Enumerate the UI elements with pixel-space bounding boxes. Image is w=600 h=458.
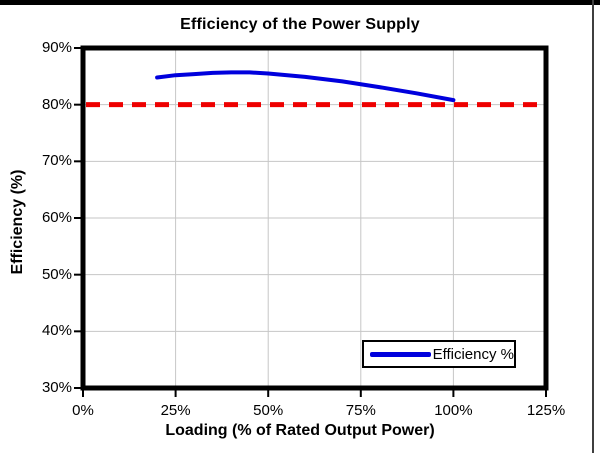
- y-tick-label: 80%: [41, 95, 72, 113]
- x-tick-label: 125%: [526, 402, 566, 419]
- legend-line-swatch: [370, 351, 431, 357]
- x-tick-label: 100%: [434, 402, 473, 419]
- x-tick-label: 50%: [253, 402, 284, 419]
- y-tick-label: 90%: [41, 39, 72, 56]
- y-tick-label: 50%: [41, 265, 72, 283]
- x-tick-label: 75%: [345, 402, 376, 419]
- y-tick-label: 40%: [41, 322, 72, 340]
- plot-border: [80, 45, 549, 391]
- top-frame-border: [0, 0, 600, 5]
- x-axis-title: Loading (% of Rated Output Power): [165, 422, 435, 439]
- legend-label: Efficiency %: [432, 345, 514, 363]
- y-tick-label: 30%: [41, 379, 72, 396]
- chart-title: Efficiency of the Power Supply: [180, 16, 420, 33]
- y-tick-label: 60%: [41, 209, 72, 226]
- x-tick-label: 25%: [160, 402, 191, 419]
- legend: Efficiency %: [362, 340, 516, 368]
- efficiency-curve: [155, 70, 456, 103]
- y-tick-label: 70%: [41, 152, 72, 170]
- x-tick-label: 0%: [72, 402, 94, 419]
- right-frame-border: [592, 0, 594, 453]
